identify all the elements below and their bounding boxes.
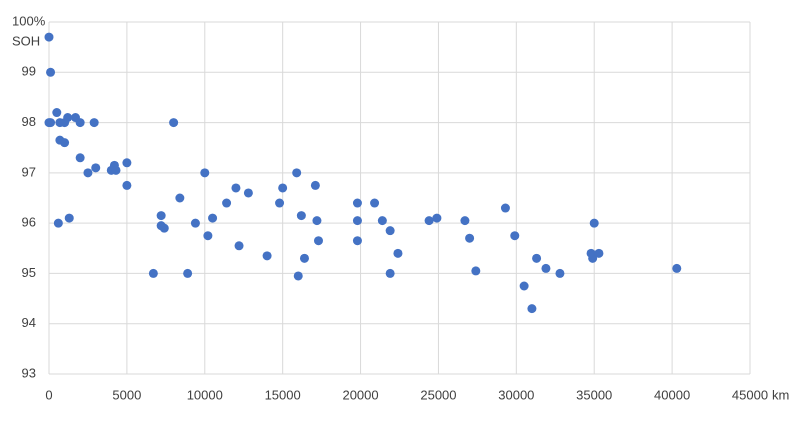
x-tick-label: 15000 — [265, 387, 301, 402]
point — [200, 168, 210, 178]
x-tick-label: 0 — [45, 387, 52, 402]
point — [310, 180, 320, 190]
point — [203, 231, 213, 241]
point — [222, 198, 232, 208]
y-tick-label: 100% — [12, 13, 46, 28]
point — [52, 108, 62, 118]
point — [64, 213, 74, 223]
x-tick-label: 10000 — [187, 387, 223, 402]
point — [262, 251, 272, 261]
point — [234, 241, 244, 251]
point — [510, 231, 520, 241]
point — [500, 203, 510, 213]
point — [275, 198, 285, 208]
point — [159, 223, 169, 233]
point — [75, 118, 85, 128]
point — [471, 266, 481, 276]
y-tick-label: 95 — [22, 265, 36, 280]
point — [385, 226, 395, 236]
point — [377, 216, 387, 226]
point — [44, 32, 54, 42]
point — [190, 218, 200, 228]
y-tick-label: 97 — [22, 164, 36, 179]
x-tick-label: 35000 — [576, 387, 612, 402]
point — [312, 216, 322, 226]
point — [352, 198, 362, 208]
point — [75, 153, 85, 163]
y-tick-label: 98 — [22, 114, 36, 129]
point — [352, 216, 362, 226]
point — [589, 218, 599, 228]
point — [278, 183, 288, 193]
y-axis-label: SOH — [12, 33, 40, 48]
point — [243, 188, 253, 198]
point — [313, 236, 323, 246]
point — [46, 118, 56, 128]
point — [175, 193, 185, 203]
point — [89, 118, 99, 128]
point — [527, 304, 537, 314]
x-tick-label: 25000 — [420, 387, 456, 402]
point — [532, 253, 542, 263]
point — [541, 263, 551, 273]
y-tick-label: 99 — [22, 64, 36, 79]
x-tick-label: 20000 — [342, 387, 378, 402]
point — [588, 253, 598, 263]
point — [460, 216, 470, 226]
point — [63, 113, 73, 123]
point — [385, 268, 395, 278]
point — [519, 281, 529, 291]
point — [594, 248, 604, 258]
point — [292, 168, 302, 178]
point — [672, 263, 682, 273]
point — [183, 268, 193, 278]
point — [46, 67, 56, 77]
point — [299, 253, 309, 263]
point — [432, 213, 442, 223]
point — [352, 236, 362, 246]
point — [208, 213, 218, 223]
y-tick-label: 93 — [22, 365, 36, 380]
point — [293, 271, 303, 281]
point — [296, 211, 306, 221]
x-tick-label: 45000 — [732, 387, 768, 402]
point — [122, 180, 132, 190]
point — [393, 248, 403, 258]
x-tick-label: 30000 — [498, 387, 534, 402]
point — [169, 118, 179, 128]
point — [555, 268, 565, 278]
point — [424, 216, 434, 226]
x-tick-label: 40000 — [654, 387, 690, 402]
y-tick-label: 96 — [22, 215, 36, 230]
point — [231, 183, 241, 193]
point — [83, 168, 93, 178]
x-tick-label: 5000 — [112, 387, 141, 402]
point — [91, 163, 101, 173]
point — [156, 211, 166, 221]
x-axis-label: km — [772, 387, 789, 402]
y-tick-label: 94 — [22, 315, 36, 330]
point — [53, 218, 63, 228]
point — [370, 198, 380, 208]
point — [111, 165, 121, 175]
point — [148, 268, 158, 278]
point — [122, 158, 132, 168]
point — [465, 233, 475, 243]
point — [60, 138, 70, 148]
